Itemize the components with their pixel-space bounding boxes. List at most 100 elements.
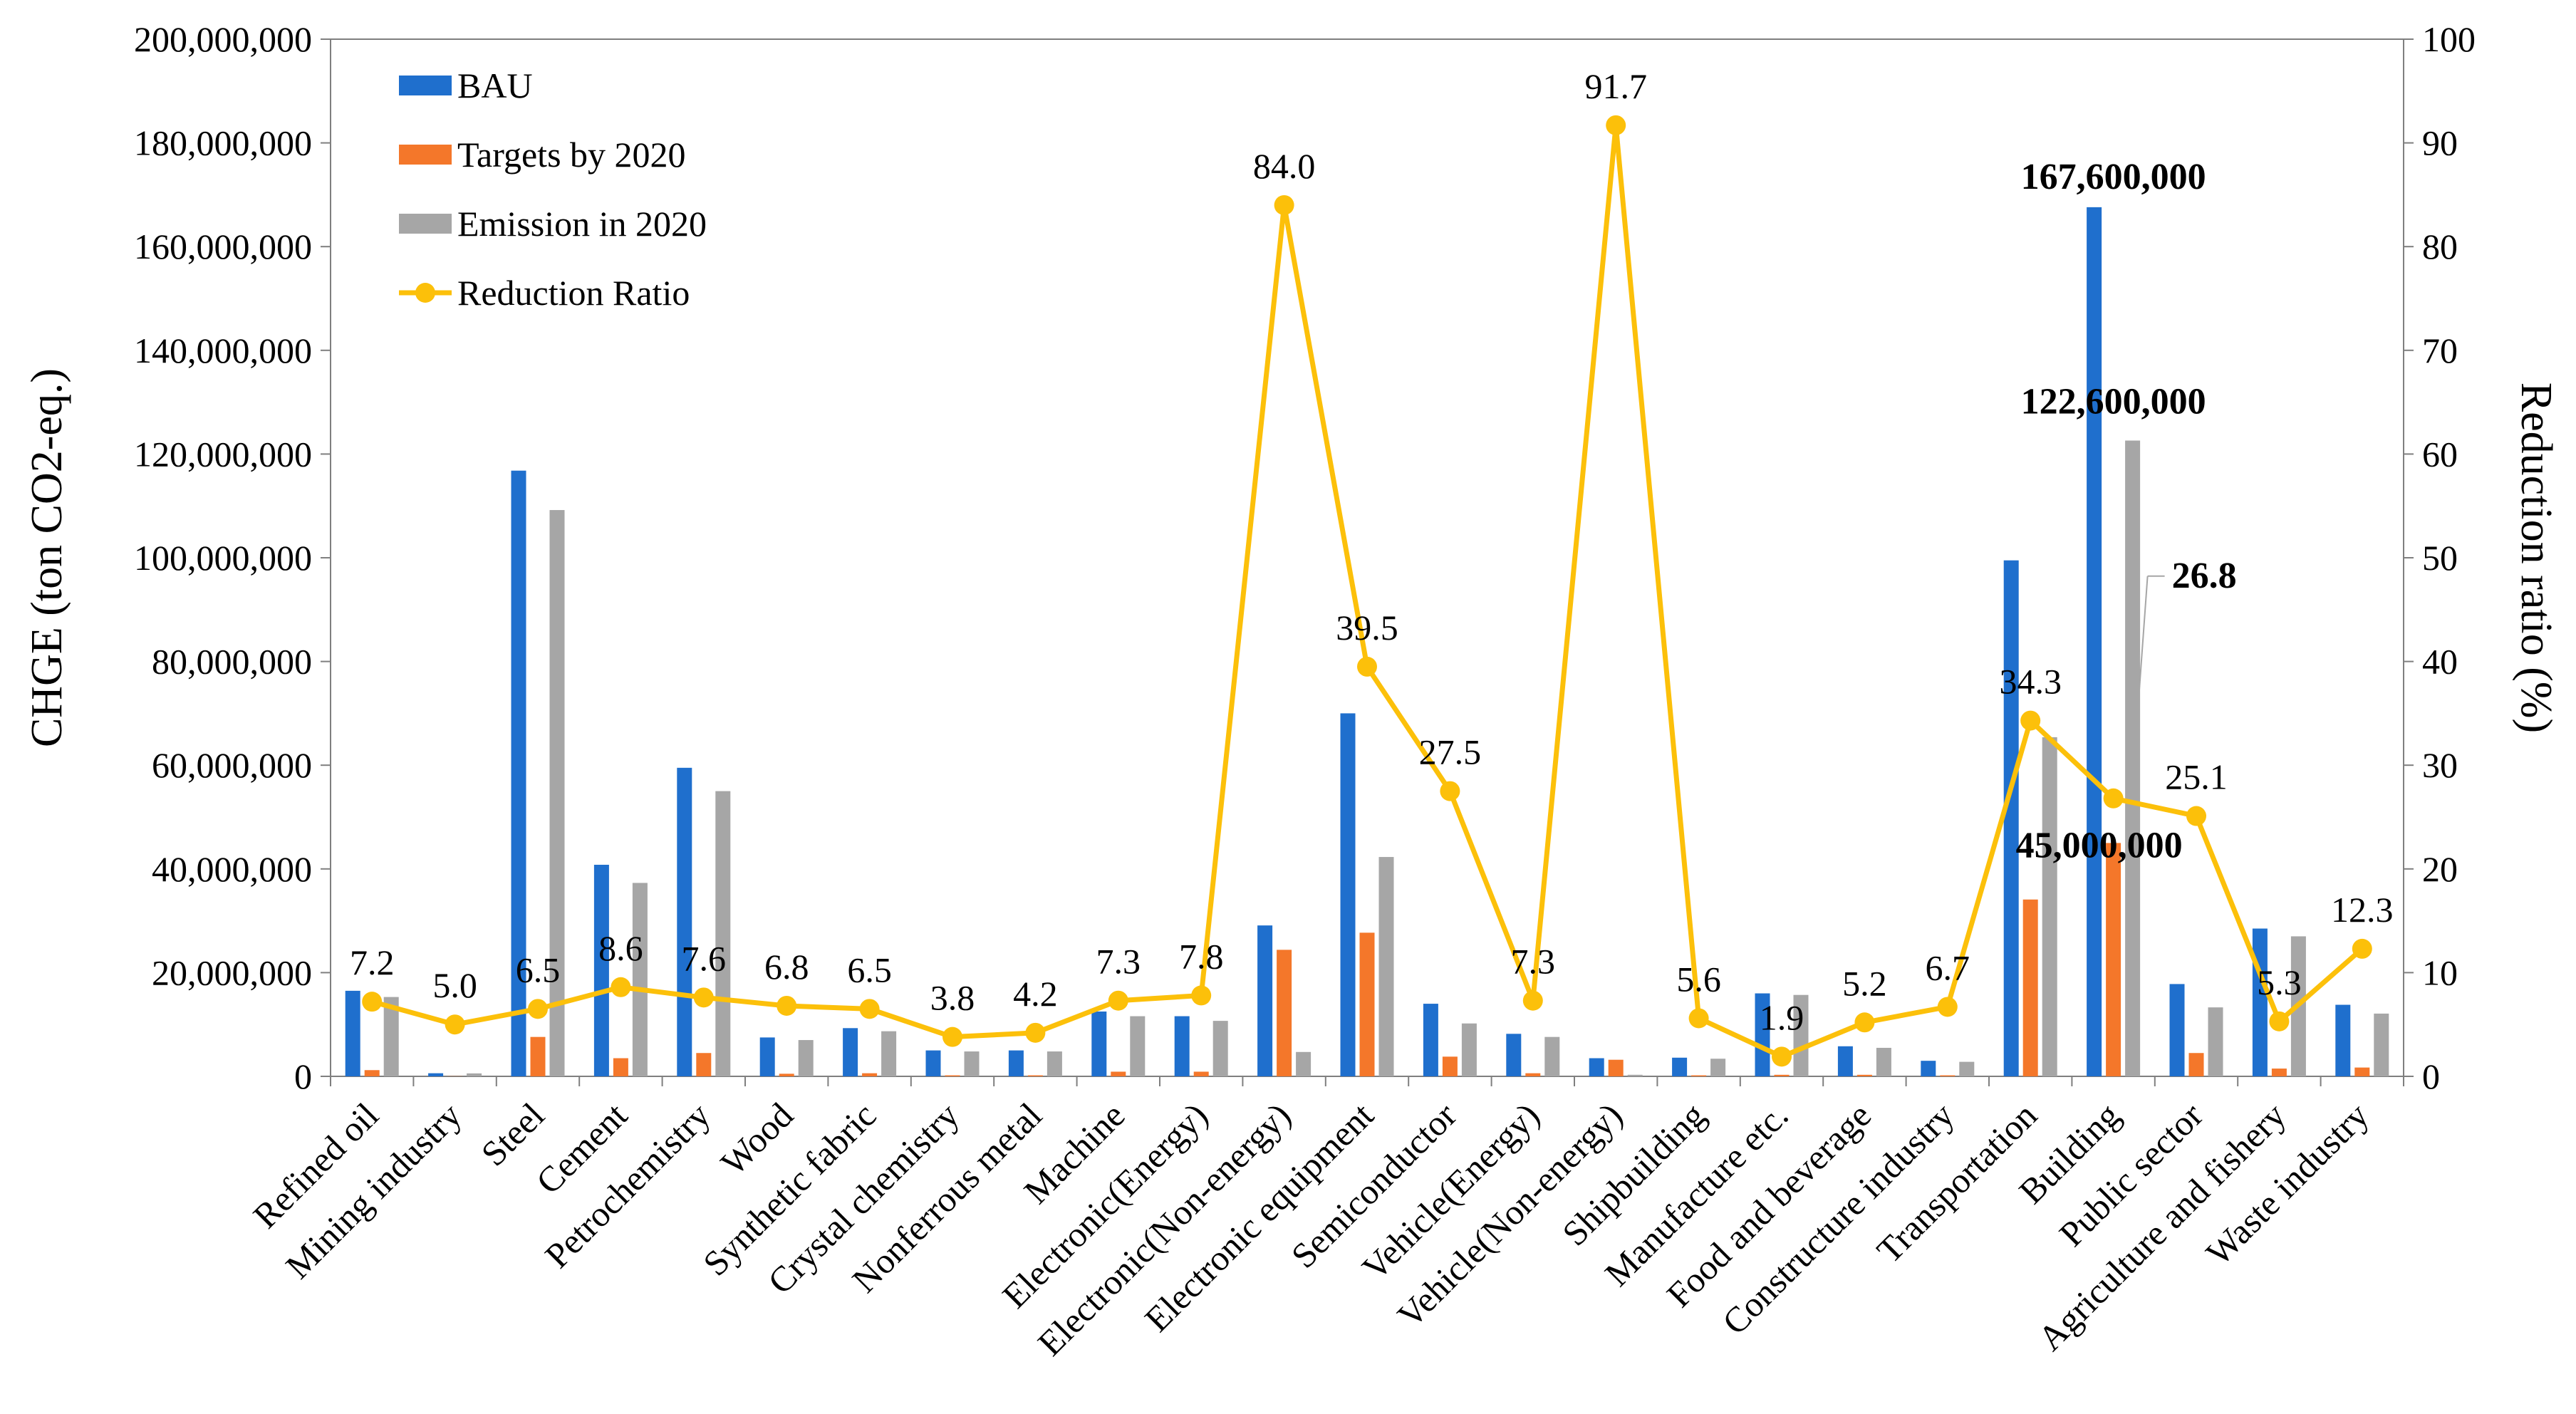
reduction-ratio-point <box>2269 1012 2289 1031</box>
y-tick-label: 180,000,000 <box>134 123 312 163</box>
ratio-data-label: 6.5 <box>847 950 892 989</box>
bar-emission-in-2020 <box>2208 1007 2223 1076</box>
legend-entry: Emission in 2020 <box>457 204 707 244</box>
ratio-data-label: 12.3 <box>2331 890 2394 930</box>
y2-tick-label: 100 <box>2422 19 2476 59</box>
reduction-ratio-point <box>1191 985 1211 1005</box>
bar-emission-in-2020 <box>2374 1014 2389 1076</box>
y-tick-label: 0 <box>294 1056 312 1096</box>
ratio-data-label-bold: 26.8 <box>2172 556 2237 596</box>
ratio-data-label: 6.8 <box>764 947 809 987</box>
bar-bau <box>1506 1034 1521 1076</box>
bar-bau <box>677 768 692 1076</box>
bar-targets-by-2020 <box>779 1074 794 1076</box>
bar-emission-in-2020 <box>633 883 648 1076</box>
bar-targets-by-2020 <box>1277 950 1292 1076</box>
bar-bau <box>1091 1012 1106 1076</box>
y2-tick-label: 20 <box>2422 849 2458 889</box>
reduction-ratio-point <box>611 977 630 997</box>
legend-swatch <box>399 145 452 165</box>
y2-tick-label: 40 <box>2422 642 2458 682</box>
reduction-ratio-point <box>2352 939 2372 959</box>
reduction-ratio-point <box>1357 657 1377 677</box>
bar-bau <box>843 1028 858 1076</box>
y2-tick-label: 50 <box>2422 538 2458 578</box>
ratio-data-label: 6.5 <box>516 950 561 989</box>
bar-targets-by-2020 <box>1775 1075 1790 1076</box>
bar-bau <box>2253 929 2268 1076</box>
bar-bau <box>1423 1004 1438 1076</box>
bar-targets-by-2020 <box>1443 1056 1458 1076</box>
y-tick-label: 100,000,000 <box>134 538 312 578</box>
bar-bau <box>1921 1061 1936 1076</box>
bar-bau <box>1341 713 1356 1076</box>
bar-emission-in-2020 <box>1296 1052 1311 1076</box>
bar-bau <box>1589 1059 1604 1076</box>
bar-bau <box>594 865 609 1076</box>
y2-tick-label: 0 <box>2422 1056 2440 1096</box>
y-tick-label: 120,000,000 <box>134 434 312 474</box>
bar-bau <box>1257 925 1272 1076</box>
bar-emission-in-2020 <box>1628 1075 1643 1076</box>
legend-swatch <box>399 214 452 234</box>
y2-tick-label: 60 <box>2422 434 2458 474</box>
y2-axis-title: Reduction ratio (%) <box>2512 383 2560 733</box>
bar-emission-in-2020 <box>799 1040 814 1076</box>
ratio-data-label: 7.2 <box>350 942 395 982</box>
y-tick-label: 60,000,000 <box>152 745 312 785</box>
bar-targets-by-2020 <box>531 1037 546 1076</box>
reduction-ratio-point <box>777 996 796 1016</box>
reduction-ratio-point <box>1854 1012 1874 1032</box>
y-tick-label: 200,000,000 <box>134 19 312 59</box>
reduction-ratio-point <box>2020 711 2040 731</box>
bar-targets-by-2020 <box>696 1053 711 1076</box>
y-tick-label: 80,000,000 <box>152 642 312 682</box>
bar-bau <box>1838 1046 1853 1076</box>
reduction-ratio-point <box>1108 991 1128 1011</box>
bar-emission-in-2020 <box>1959 1062 1974 1076</box>
bar-targets-by-2020 <box>2272 1069 2287 1076</box>
annotation-label: 45,000,000 <box>2016 825 2183 865</box>
y2-tick-label: 90 <box>2422 123 2458 163</box>
y-tick-label: 160,000,000 <box>134 227 312 266</box>
bar-targets-by-2020 <box>365 1070 380 1076</box>
bar-targets-by-2020 <box>2189 1053 2204 1076</box>
reduction-ratio-point <box>1523 991 1543 1011</box>
reduction-ratio-point <box>860 999 880 1019</box>
ratio-data-label: 84.0 <box>1253 146 1316 186</box>
bar-bau <box>2335 1005 2350 1076</box>
bar-emission-in-2020 <box>1462 1024 1477 1076</box>
bar-bau <box>1009 1051 1024 1076</box>
bar-bau <box>346 991 360 1076</box>
bar-emission-in-2020 <box>1047 1051 1062 1076</box>
ratio-data-label: 39.5 <box>1336 608 1398 648</box>
ratio-data-label: 7.8 <box>1179 936 1224 976</box>
reduction-ratio-point <box>694 987 714 1007</box>
annotation-label: 167,600,000 <box>2021 157 2206 197</box>
bar-emission-in-2020 <box>1130 1017 1145 1076</box>
bar-bau <box>760 1037 775 1076</box>
bar-targets-by-2020 <box>1360 932 1375 1076</box>
ratio-data-label: 91.7 <box>1584 66 1647 106</box>
y-tick-label: 140,000,000 <box>134 331 312 370</box>
bar-targets-by-2020 <box>613 1059 628 1076</box>
reduction-ratio-point <box>1440 781 1460 801</box>
reduction-ratio-point <box>528 999 548 1019</box>
bar-bau <box>926 1051 941 1076</box>
ratio-data-label: 4.2 <box>1013 974 1058 1014</box>
bar-bau <box>428 1074 443 1076</box>
y-tick-label: 40,000,000 <box>152 849 312 889</box>
bar-targets-by-2020 <box>2106 843 2121 1076</box>
legend-entry: Reduction Ratio <box>457 273 690 313</box>
legend-swatch <box>399 76 452 95</box>
y2-tick-label: 80 <box>2422 227 2458 266</box>
reduction-ratio-point <box>445 1014 465 1034</box>
ratio-data-label: 5.2 <box>1842 963 1887 1003</box>
reduction-ratio-point <box>2104 789 2124 809</box>
ratio-data-label: 7.3 <box>1511 942 1556 982</box>
bar-emission-in-2020 <box>1544 1037 1559 1076</box>
bar-targets-by-2020 <box>1857 1075 1872 1076</box>
bar-targets-by-2020 <box>862 1074 877 1076</box>
reduction-ratio-point <box>1274 195 1294 215</box>
